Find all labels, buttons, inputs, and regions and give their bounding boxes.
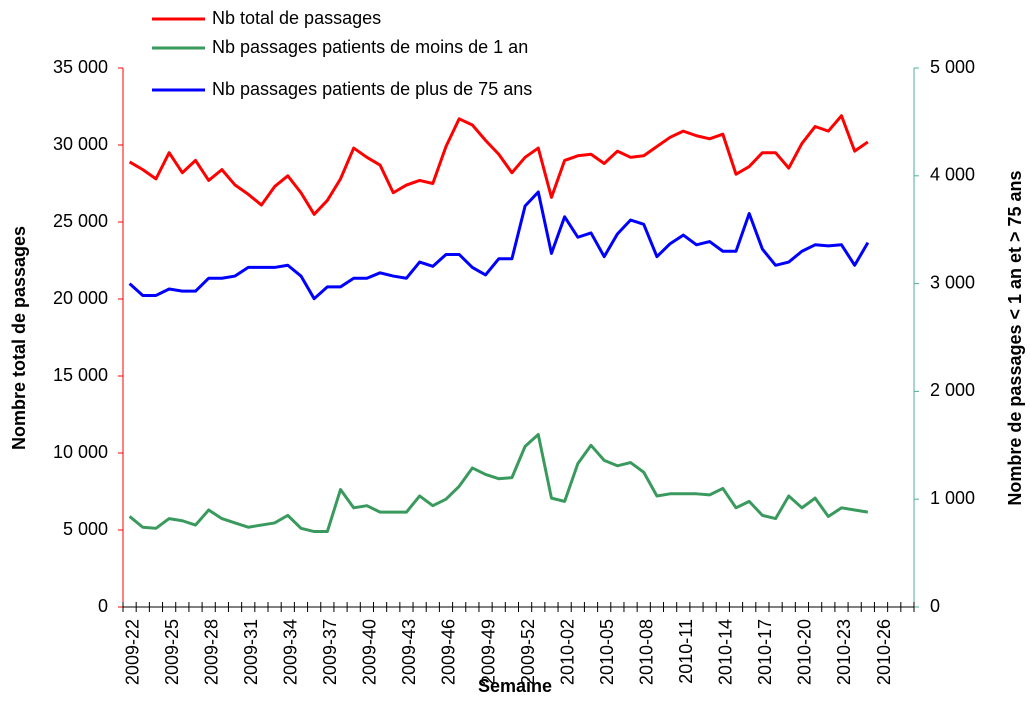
x-tick-label: 2009-43 [399, 619, 419, 685]
x-axis-title: Semaine [478, 676, 552, 696]
y2-axis-title: Nombre de passages < 1 an et > 75 ans [1005, 170, 1025, 505]
x-tick-label: 2010-17 [755, 619, 775, 685]
x-tick-label: 2009-28 [201, 619, 221, 685]
y-tick-label: 25 000 [53, 211, 108, 231]
x-tick-label: 2009-25 [162, 619, 182, 685]
y-tick-label: 10 000 [53, 442, 108, 462]
y-tick-label: 30 000 [53, 134, 108, 154]
y-tick-label: 0 [98, 596, 108, 616]
legend-label: Nb passages patients de moins de 1 an [212, 37, 528, 57]
x-tick-label: 2010-02 [557, 619, 577, 685]
x-tick-label: 2009-31 [241, 619, 261, 685]
x-tick-label: 2009-52 [518, 619, 538, 685]
x-tick-label: 2010-11 [676, 619, 696, 684]
x-tick-label: 2010-08 [636, 619, 656, 685]
y2-tick-label: 1 000 [930, 488, 975, 508]
legend-label: Nb total de passages [212, 8, 381, 28]
x-tick-label: 2009-49 [478, 619, 498, 685]
y-axis-title: Nombre total de passages [9, 226, 29, 450]
x-tick-label: 2010-20 [795, 619, 815, 685]
y-tick-label: 5 000 [63, 519, 108, 539]
line-series [128, 114, 869, 216]
x-tick-label: 2010-14 [716, 619, 736, 685]
y2-tick-label: 3 000 [930, 272, 975, 292]
y2-tick-label: 2 000 [930, 380, 975, 400]
x-tick-label: 2009-40 [360, 619, 380, 685]
y2-tick-label: 4 000 [930, 165, 975, 185]
line-series [128, 433, 869, 534]
y2-tick-label: 0 [930, 596, 940, 616]
y2-tick-label: 5 000 [930, 57, 975, 77]
x-tick-label: 2009-34 [281, 619, 301, 685]
x-tick-label: 2010-23 [834, 619, 854, 685]
y-tick-label: 20 000 [53, 288, 108, 308]
y-tick-label: 15 000 [53, 365, 108, 385]
y-tick-label: 35 000 [53, 57, 108, 77]
line-series [128, 190, 870, 301]
x-tick-label: 2009-22 [122, 619, 142, 685]
x-tick-label: 2009-46 [439, 619, 459, 685]
x-tick-label: 2009-37 [320, 619, 340, 685]
x-tick-label: 2010-05 [597, 619, 617, 685]
legend-label: Nb passages patients de plus de 75 ans [212, 79, 532, 99]
x-tick-label: 2010-26 [874, 619, 894, 685]
